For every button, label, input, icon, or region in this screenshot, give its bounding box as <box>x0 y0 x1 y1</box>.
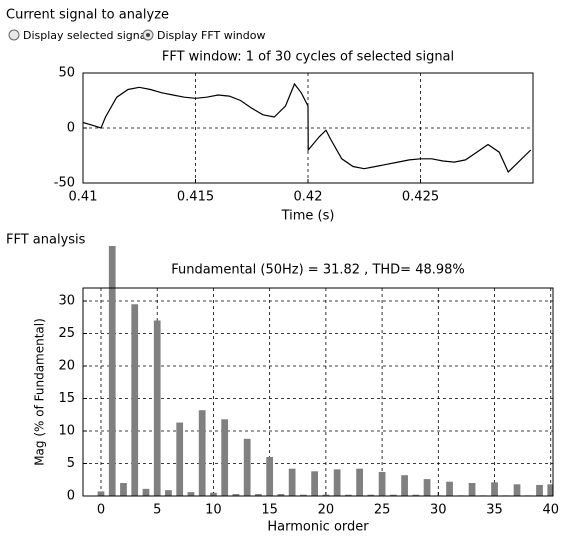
y-tick-label: 15 <box>58 391 75 406</box>
x-axis-label: Time (s) <box>281 209 335 224</box>
x-tick-label: 0.415 <box>177 190 214 205</box>
bar <box>243 438 251 496</box>
x-tick-label: 0 <box>97 503 105 518</box>
signal-line <box>83 82 532 174</box>
bar <box>198 410 206 496</box>
bar <box>221 419 229 496</box>
bar <box>378 471 386 496</box>
radio-label[interactable]: Display FFT window <box>157 29 265 42</box>
bar <box>266 457 274 496</box>
x-tick-label: 15 <box>261 503 278 518</box>
x-tick-label: 40 <box>542 503 559 518</box>
bar <box>108 246 116 496</box>
bar <box>120 483 127 496</box>
x-tick-label: 30 <box>430 503 447 518</box>
bar <box>176 422 184 496</box>
plot-frame <box>82 287 554 497</box>
x-tick-label: 0.42 <box>294 190 323 205</box>
y-tick-label: 0 <box>67 489 75 504</box>
bar <box>322 494 330 496</box>
x-tick-label: 35 <box>486 503 503 518</box>
y-tick-label: 20 <box>58 359 75 374</box>
radio-selected-signal[interactable] <box>8 29 20 41</box>
bar <box>468 483 476 496</box>
bar <box>131 304 139 496</box>
bar <box>255 494 262 496</box>
bar <box>367 494 375 496</box>
bar <box>401 475 408 496</box>
radio-dot <box>146 33 150 37</box>
bar <box>423 479 431 496</box>
signal-heading: Current signal to analyze <box>6 8 169 23</box>
y-tick-label: 30 <box>58 294 75 309</box>
chart-title: FFT window: 1 of 30 cycles of selected s… <box>162 50 454 65</box>
bar <box>232 494 240 496</box>
bar <box>142 488 150 496</box>
bar <box>333 469 341 496</box>
section-label: FFT analysis <box>6 233 86 248</box>
bar <box>446 481 453 496</box>
x-tick-label: 0.41 <box>69 190 98 205</box>
bar <box>412 494 420 496</box>
y-axis-label: Mag (% of Fundamental) <box>33 318 47 466</box>
radio-label[interactable]: Display selected signal <box>23 29 150 42</box>
x-tick-label: 5 <box>153 503 161 518</box>
bar <box>344 494 352 496</box>
chart-title: Fundamental (50Hz) = 31.82 , THD= 48.98% <box>171 263 465 278</box>
y-tick-label: 10 <box>58 424 75 439</box>
bar <box>491 482 498 496</box>
x-tick-label: 25 <box>374 503 391 518</box>
bar <box>210 492 217 496</box>
bar <box>288 468 296 496</box>
x-tick-label: 20 <box>318 503 335 518</box>
bar <box>513 484 521 496</box>
bar <box>356 468 363 496</box>
y-tick-label: 5 <box>67 456 75 471</box>
x-axis-label: Harmonic order <box>267 520 369 535</box>
y-tick-label: 50 <box>58 66 75 81</box>
bar <box>165 490 172 496</box>
bar <box>536 484 543 496</box>
x-tick-label: 10 <box>205 503 222 518</box>
plot-frame <box>82 72 534 184</box>
bar <box>187 492 195 496</box>
bar <box>300 494 307 496</box>
plot-area <box>83 288 553 496</box>
y-tick-label: 0 <box>67 121 75 136</box>
y-tick-label: 25 <box>58 326 75 341</box>
x-tick-label: 0.425 <box>402 190 439 205</box>
bar <box>277 494 285 496</box>
bar <box>153 320 161 496</box>
y-tick-label: -50 <box>54 176 75 191</box>
bar <box>311 471 318 496</box>
bar <box>547 484 553 496</box>
bar <box>97 491 105 496</box>
bar <box>389 494 397 496</box>
